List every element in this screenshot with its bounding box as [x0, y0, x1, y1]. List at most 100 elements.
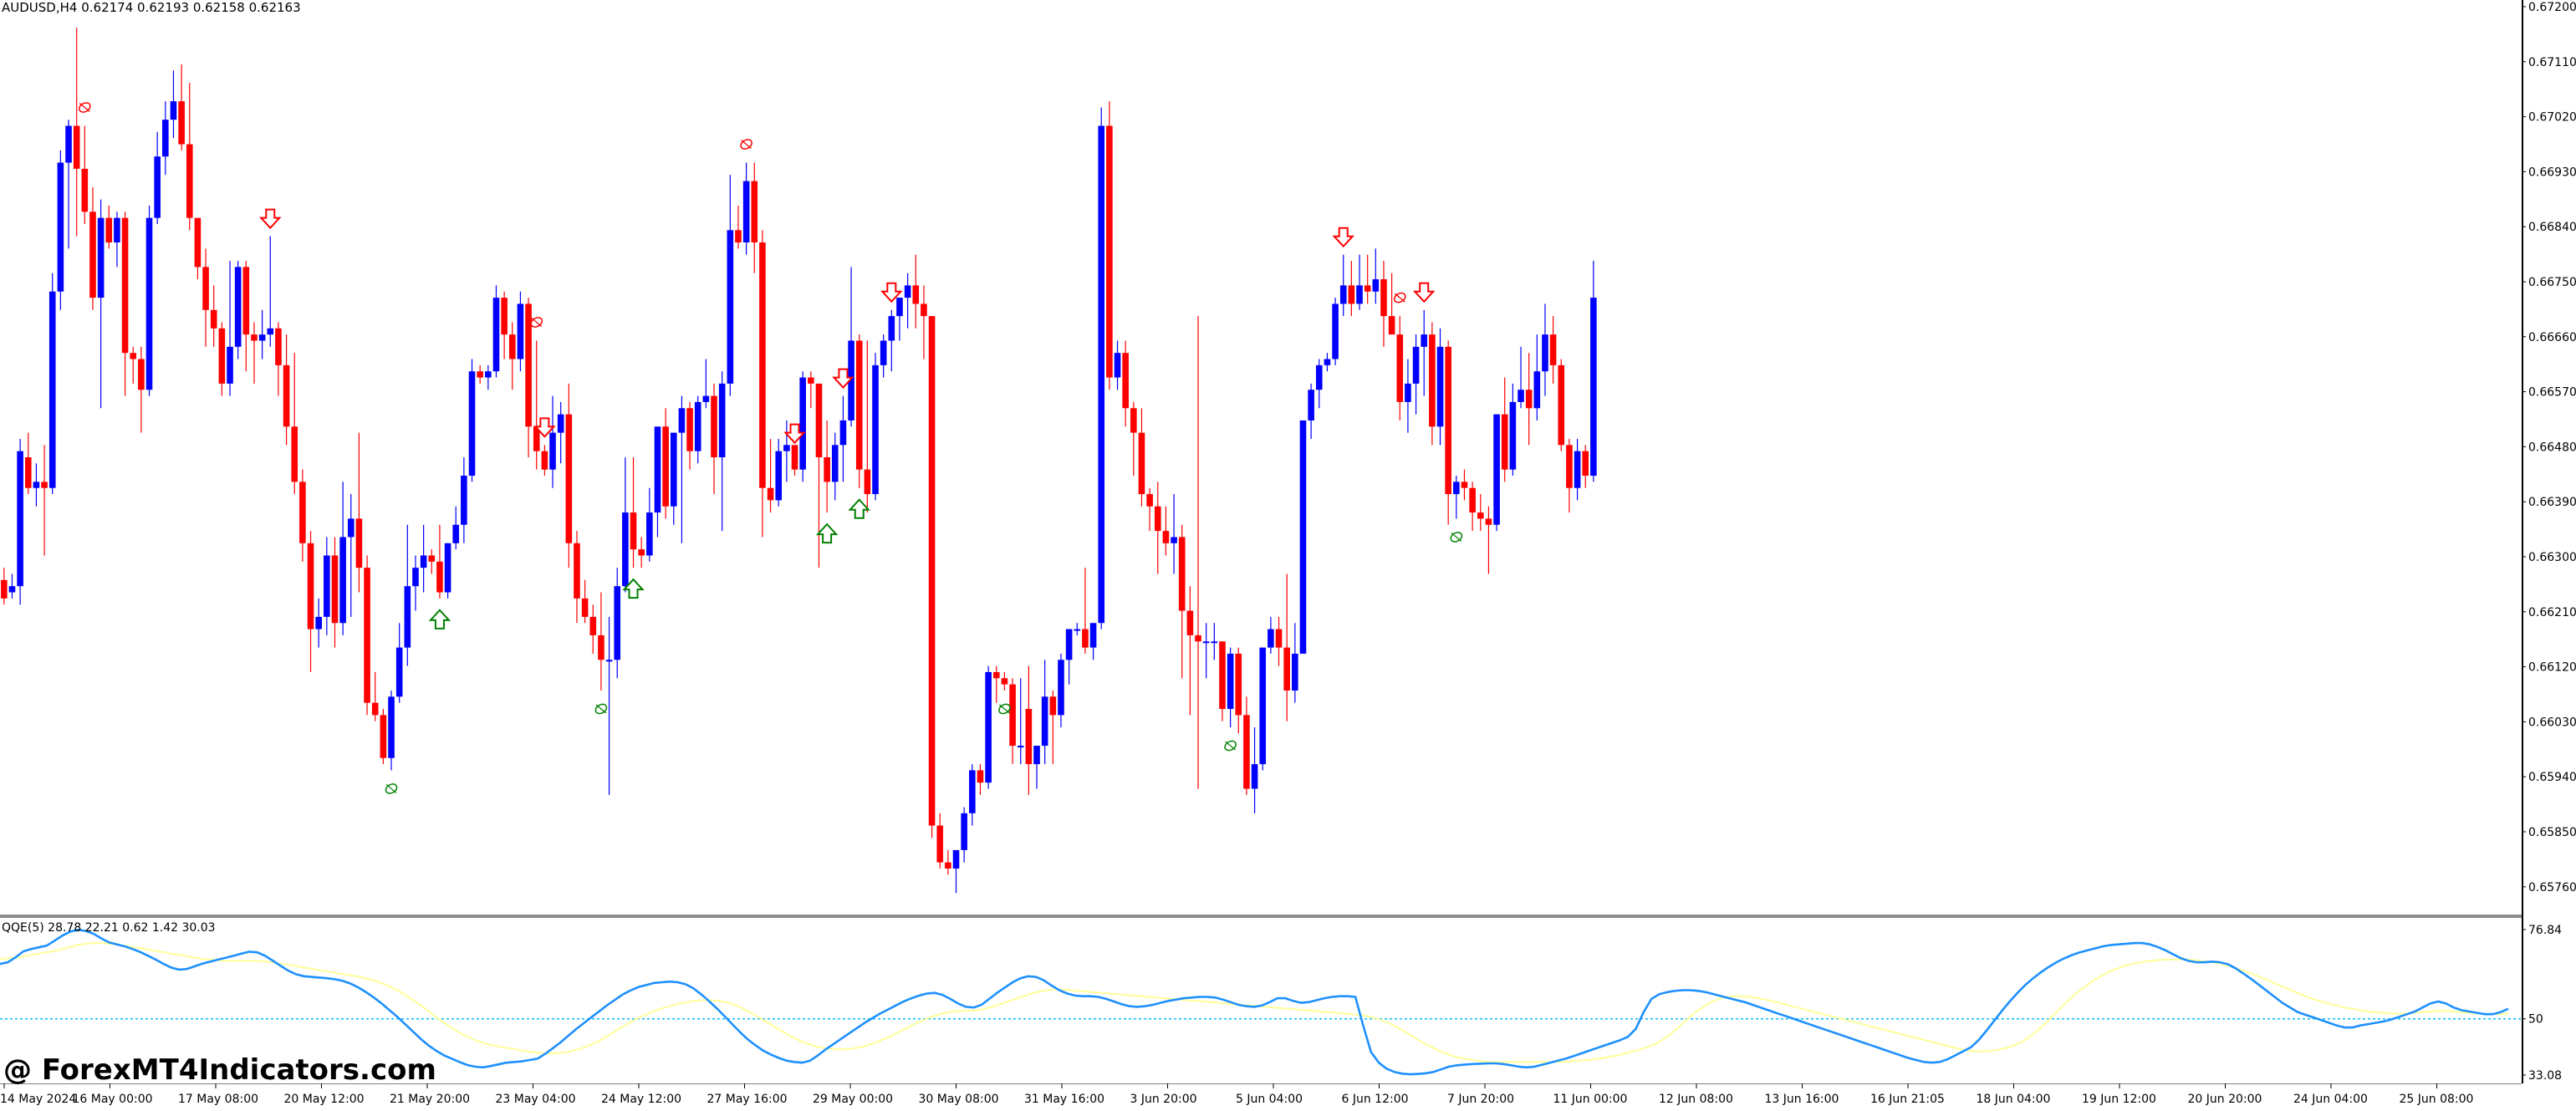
candle [742, 162, 750, 255]
candle [395, 623, 403, 703]
candle [485, 364, 492, 390]
price-chart[interactable] [0, 0, 2522, 915]
candle [1202, 623, 1210, 679]
candle [992, 665, 1000, 703]
candle [508, 322, 516, 390]
price-tick-label: 0.66840 [2528, 221, 2576, 234]
candle [1445, 340, 1451, 525]
candle [1356, 254, 1363, 310]
candle [210, 285, 217, 347]
candle [751, 162, 758, 273]
candle [791, 445, 798, 477]
candle [872, 353, 879, 501]
candle [831, 432, 839, 501]
time-tick-label: 30 May 08:00 [919, 1093, 999, 1106]
candle [1074, 623, 1081, 635]
candle [1348, 261, 1355, 317]
candle [97, 199, 105, 409]
time-tick-label: 11 Jun 00:00 [1553, 1093, 1628, 1106]
candle [315, 598, 322, 648]
candle [1001, 671, 1008, 691]
price-tick-label: 0.66210 [2528, 606, 2576, 619]
candle [702, 359, 710, 409]
candle [1065, 629, 1073, 685]
price-tick-label: 0.67200 [2528, 1, 2576, 14]
buy-arrow-icon [622, 578, 645, 599]
sell-hand-icon [740, 139, 752, 150]
sell-arrow-icon [259, 208, 282, 230]
sell-arrow-icon [1332, 227, 1354, 248]
candle [574, 531, 580, 624]
candle [17, 438, 23, 605]
candle [73, 28, 80, 237]
candle [783, 420, 790, 482]
candle [1033, 746, 1040, 789]
candle [388, 691, 395, 771]
candle [1525, 353, 1533, 446]
candle [1429, 322, 1436, 446]
candle [428, 549, 436, 574]
candle [1292, 623, 1298, 703]
candle [711, 383, 717, 495]
candle [267, 236, 274, 347]
candle [541, 445, 548, 477]
candle [961, 807, 967, 863]
candle [1501, 377, 1508, 482]
candle [670, 432, 677, 525]
pane-separator[interactable] [0, 915, 2522, 918]
candle [662, 408, 669, 519]
candle [1533, 334, 1541, 420]
candle [1186, 586, 1194, 716]
price-tick-label: 0.65760 [2528, 881, 2576, 894]
candle [1339, 254, 1347, 317]
candle [57, 150, 64, 310]
time-tick-label: 12 Jun 08:00 [1659, 1093, 1733, 1106]
candle [307, 531, 314, 672]
candle [969, 764, 976, 826]
candle [1082, 568, 1089, 654]
candle [1396, 316, 1404, 420]
qqe-signal-line [0, 942, 2509, 1063]
time-tick-label: 23 May 04:00 [496, 1093, 576, 1106]
candle [936, 813, 944, 869]
price-tick-label: 0.66030 [2528, 716, 2576, 729]
candle [89, 186, 96, 310]
candle [605, 616, 613, 795]
candle [65, 120, 72, 249]
time-tick-label: 20 Jun 20:00 [2188, 1093, 2262, 1106]
candle [41, 445, 48, 556]
candle [1009, 678, 1016, 765]
indicator-header: QQE(5) 28.78 22.21 0.62 1.42 30.03 [2, 921, 216, 935]
candle [1243, 696, 1250, 795]
candle [324, 537, 330, 635]
candle [436, 524, 443, 599]
candle [686, 401, 693, 470]
candle [1178, 524, 1186, 679]
buy-arrow-icon [848, 498, 870, 519]
candle [1324, 353, 1331, 372]
candle [258, 309, 266, 359]
qqe-indicator-chart[interactable] [0, 918, 2522, 1083]
candle [1017, 678, 1024, 765]
candle [33, 463, 40, 507]
candle [218, 322, 226, 396]
candle [1453, 476, 1460, 519]
candle [1219, 641, 1226, 721]
price-tick-label: 0.67110 [2528, 56, 2576, 69]
time-tick-label: 18 Jun 04:00 [1977, 1093, 2051, 1106]
candle [452, 506, 460, 550]
candle [1, 568, 8, 605]
candle [549, 395, 556, 488]
candle [501, 291, 508, 359]
candle [291, 353, 298, 495]
candle [1582, 445, 1589, 488]
time-tick-label: 16 May 00:00 [73, 1093, 153, 1106]
time-tick-label: 19 Jun 12:00 [2082, 1093, 2156, 1106]
time-tick-label: 24 Jun 04:00 [2293, 1093, 2368, 1106]
time-tick-label: 24 May 12:00 [601, 1093, 681, 1106]
candle [461, 457, 467, 543]
candle [1227, 647, 1234, 728]
candle [718, 371, 726, 532]
candle [242, 261, 250, 372]
